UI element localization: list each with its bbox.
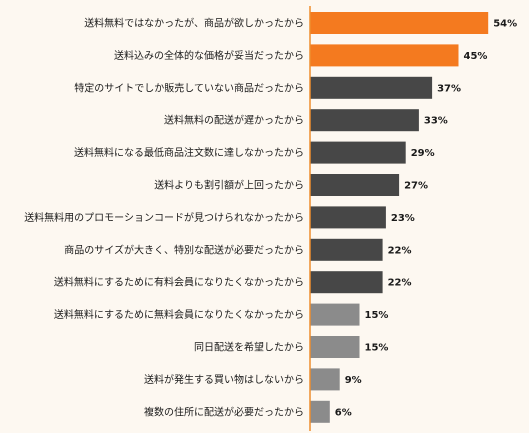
value-label-8: 22%	[388, 245, 412, 256]
category-label-5: 送料無料になる最低商品注文数に達しなかったから	[74, 146, 304, 159]
category-label-7: 送料無料用のプロモーションコードが見つけられなかったから	[24, 211, 304, 224]
value-label-3: 37%	[437, 83, 461, 94]
category-label-4: 送料無料の配送が遅かったから	[164, 114, 304, 127]
bar-11	[310, 336, 360, 358]
category-label-9: 送料無料にするために有料会員になりたくなかったから	[54, 276, 304, 289]
category-label-6: 送料よりも割引額が上回ったから	[154, 179, 304, 192]
bar-4	[310, 109, 419, 132]
bar-1	[310, 12, 489, 34]
value-label-13: 6%	[335, 407, 352, 418]
category-label-10: 送料無料にするために無料会員になりたくなかったから	[54, 308, 304, 321]
bar-8	[310, 238, 383, 261]
category-label-12: 送料が発生する買い物はしないから	[144, 373, 304, 386]
value-label-4: 33%	[424, 116, 448, 127]
bar-10	[310, 303, 360, 326]
bar-5	[310, 141, 406, 164]
category-label-3: 特定のサイトでしか販売していない商品だったから	[74, 81, 304, 94]
bar-9	[310, 271, 383, 294]
category-label-2: 送料込みの全体的な価格が妥当だったから	[114, 49, 304, 62]
bar-7	[310, 206, 386, 229]
value-label-12: 9%	[345, 375, 362, 386]
category-label-13: 複数の住所に配送が必要だったから	[144, 405, 304, 418]
value-label-2: 45%	[464, 51, 488, 62]
category-label-11: 同日配送を希望したから	[194, 341, 304, 354]
bar-6	[310, 174, 400, 196]
bar-12	[310, 368, 340, 391]
value-label-10: 15%	[365, 310, 389, 321]
bar-2	[310, 44, 459, 67]
bars-layer	[310, 12, 489, 423]
value-label-5: 29%	[411, 148, 435, 159]
category-labels-layer: 送料無料ではなかったが、商品が欲しかったから送料込みの全体的な価格が妥当だったか…	[24, 17, 304, 419]
value-labels-layer: 54% 45% 37% 33% 29% 27% 23% 22% 22% 15% 15% 9% 6%	[335, 19, 517, 419]
category-label-1: 送料無料ではなかったが、商品が欲しかったから	[84, 17, 304, 30]
bar-3	[310, 76, 433, 99]
value-label-7: 23%	[391, 213, 415, 224]
value-label-9: 22%	[388, 278, 412, 289]
bar-13	[310, 400, 330, 423]
value-label-6: 27%	[404, 181, 428, 192]
value-label-11: 15%	[365, 343, 389, 354]
value-label-1: 54%	[493, 19, 517, 30]
category-label-8: 商品のサイズが大きく、特別な配送が必要だったから	[64, 243, 304, 256]
